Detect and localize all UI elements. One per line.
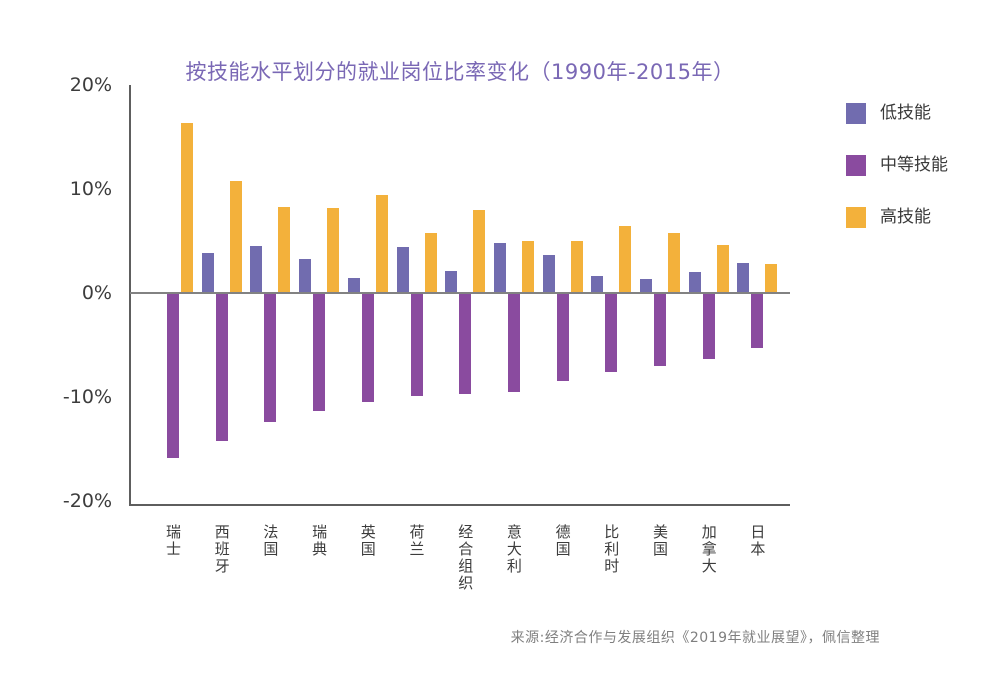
bar-中等技能-瑞典: [313, 293, 326, 411]
source-note: 来源:经济合作与发展组织《2019年就业展望》，佩信整理: [510, 630, 880, 646]
bar-中等技能-法国: [264, 293, 277, 422]
bar-低技能-经合组织: [445, 271, 458, 293]
x-label-法国: 法国: [261, 524, 280, 558]
bar-低技能-瑞典: [299, 258, 312, 293]
bar-高技能-意大利: [521, 241, 534, 293]
bar-低技能-英国: [347, 278, 360, 293]
legend-swatch-icon: [846, 103, 866, 124]
bar-低技能-加拿大: [688, 272, 701, 293]
x-label-英国: 英国: [358, 524, 377, 558]
x-axis-line: [129, 504, 790, 506]
zero-baseline: [130, 292, 790, 294]
bar-低技能-美国: [640, 279, 652, 293]
bar-中等技能-比利时: [605, 293, 618, 373]
bar-高技能-瑞士: [181, 123, 193, 293]
bar-中等技能-英国: [361, 293, 374, 403]
chart-title: 按技能水平划分的就业岗位比率变化（1990年-2015年）: [185, 60, 735, 84]
legend-label: 低技能: [880, 103, 931, 123]
y-tick-label--10: -10%: [62, 386, 112, 408]
bar-中等技能-经合组织: [459, 293, 472, 394]
bar-高技能-英国: [375, 195, 388, 293]
bar-低技能-荷兰: [396, 247, 409, 293]
bar-高技能-德国: [570, 241, 583, 293]
bar-高技能-瑞典: [327, 207, 340, 293]
bar-高技能-美国: [668, 232, 680, 293]
legend-label: 中等技能: [880, 155, 948, 175]
x-label-意大利: 意大利: [504, 524, 523, 575]
y-tick-label-10: 10%: [69, 178, 112, 200]
legend-swatch-icon: [846, 207, 866, 228]
bar-高技能-西班牙: [229, 180, 242, 293]
x-label-荷兰: 荷兰: [407, 524, 426, 558]
x-label-德国: 德国: [553, 524, 572, 558]
y-tick-label-20: 20%: [69, 74, 112, 96]
bar-中等技能-瑞士: [167, 293, 179, 459]
y-tick-label--20: -20%: [62, 490, 112, 512]
x-label-瑞典: 瑞典: [310, 524, 329, 558]
bar-低技能-德国: [542, 254, 555, 293]
x-label-瑞士: 瑞士: [164, 524, 182, 558]
bar-高技能-法国: [278, 206, 291, 293]
y-tick-label-0: 0%: [81, 282, 112, 304]
bar-低技能-意大利: [493, 243, 506, 293]
bar-高技能-加拿大: [716, 245, 729, 293]
bar-中等技能-日本: [751, 293, 764, 349]
legend-swatch-icon: [846, 155, 866, 176]
bar-低技能-日本: [737, 262, 750, 293]
x-label-加拿大: 加拿大: [699, 524, 718, 575]
x-label-日本: 日本: [748, 524, 767, 558]
bar-低技能-法国: [250, 246, 263, 293]
bar-高技能-荷兰: [424, 232, 437, 293]
x-label-经合组织: 经合组织: [456, 524, 475, 592]
bar-高技能-比利时: [619, 226, 632, 293]
bar-中等技能-美国: [654, 293, 666, 366]
bar-低技能-比利时: [591, 276, 604, 293]
bar-中等技能-荷兰: [410, 293, 423, 396]
bar-中等技能-西班牙: [215, 293, 228, 441]
bar-高技能-日本: [765, 263, 778, 293]
bar-中等技能-加拿大: [702, 293, 715, 359]
x-label-比利时: 比利时: [602, 524, 621, 575]
y-axis-line: [129, 85, 131, 506]
bar-中等技能-意大利: [507, 293, 520, 392]
x-label-西班牙: 西班牙: [212, 524, 231, 575]
bar-低技能-西班牙: [201, 253, 214, 293]
legend-label: 高技能: [880, 207, 931, 227]
bar-中等技能-德国: [556, 293, 569, 382]
bar-高技能-经合组织: [473, 209, 486, 293]
x-label-美国: 美国: [651, 524, 669, 558]
